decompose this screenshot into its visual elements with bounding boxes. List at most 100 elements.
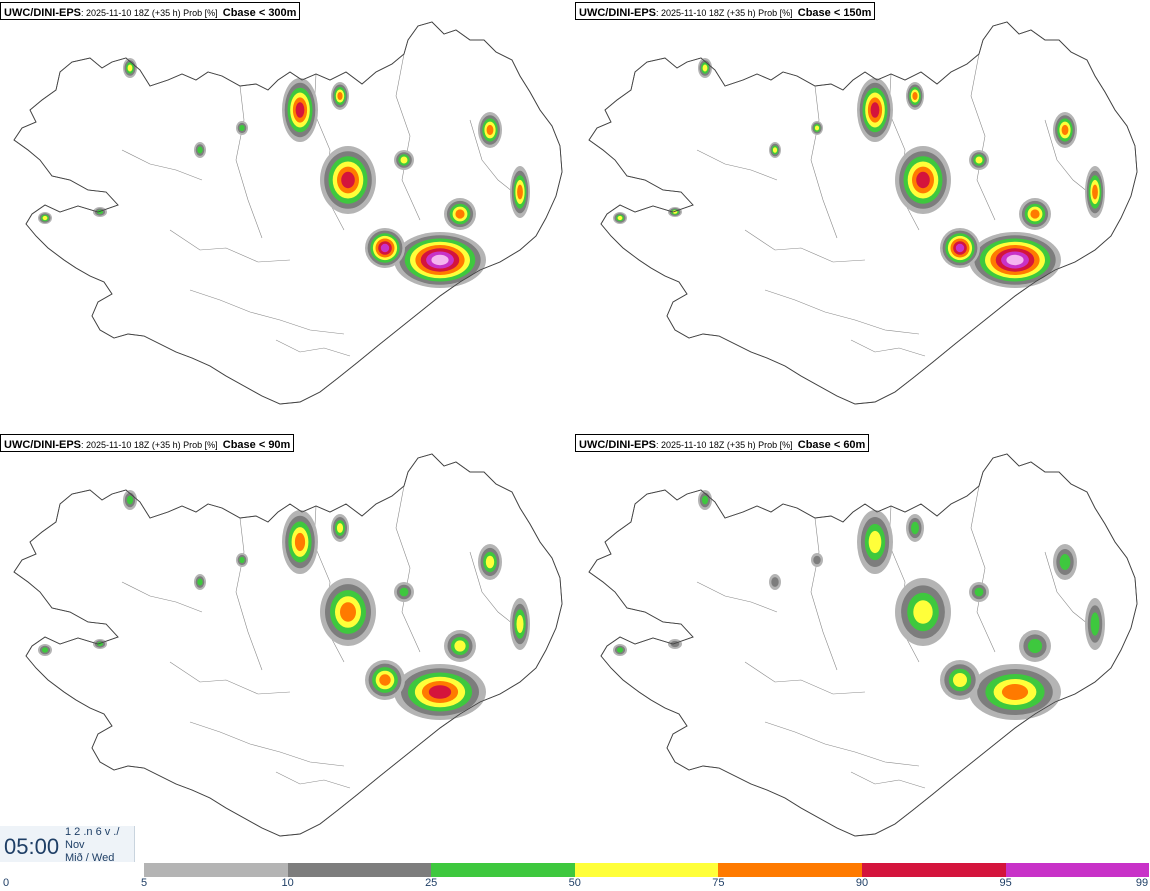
prob-contour-4 <box>485 555 495 569</box>
valid-weekday: Mið / Wed <box>65 852 115 864</box>
probability-area <box>969 150 989 170</box>
probability-area <box>1085 166 1105 218</box>
region-border <box>850 339 926 357</box>
variable-label: Cbase < 300m <box>222 7 297 19</box>
model-name: UWC/DINI-EPS <box>4 439 81 451</box>
region-border <box>744 229 866 263</box>
probability-area <box>769 574 781 590</box>
variable-label: Cbase < 90m <box>222 439 291 451</box>
prob-contour-8 <box>1006 254 1024 266</box>
prob-contour-5 <box>379 674 391 686</box>
map-panel-300m: UWC/DINI-EPS: 2025-11-10 18Z (+35 h) Pro… <box>0 0 575 432</box>
coastline-overlay <box>588 453 1138 837</box>
map-panel-150m: UWC/DINI-EPS: 2025-11-10 18Z (+35 h) Pro… <box>575 0 1150 432</box>
probability-area <box>93 207 107 217</box>
region-border <box>764 289 920 335</box>
probability-area <box>1019 630 1051 662</box>
valid-date-line: 1 2 .n 6 v ./ <box>65 826 120 838</box>
colorbar-tick: 5 <box>140 877 148 889</box>
probability-area <box>895 578 951 646</box>
region-border <box>189 289 345 335</box>
probability-area <box>698 490 712 510</box>
valid-time-box: 05:00 1 2 .n 6 v ./ Nov Mið / Wed <box>0 826 135 864</box>
prob-contour-5 <box>1092 184 1098 200</box>
region-border <box>275 339 351 357</box>
probability-area <box>857 78 893 142</box>
region-border <box>395 53 421 221</box>
probability-area <box>320 146 376 214</box>
prob-contour-3 <box>911 521 919 535</box>
prob-contour-4 <box>42 215 48 221</box>
prob-contour-3 <box>239 124 245 132</box>
probability-area <box>394 150 414 170</box>
prob-contour-3 <box>197 578 203 586</box>
prob-contour-7 <box>955 243 965 253</box>
region-border <box>1044 551 1094 629</box>
colorbar-swatch <box>287 863 432 877</box>
probability-area <box>394 232 486 288</box>
probability-area <box>940 660 980 700</box>
probability-area <box>811 121 823 135</box>
prob-contour-4 <box>702 64 708 72</box>
probability-area <box>478 544 502 580</box>
probability-area <box>93 639 107 649</box>
region-border <box>1044 119 1094 197</box>
prob-contour-5 <box>1001 684 1029 700</box>
prob-contour-8 <box>431 254 449 266</box>
probability-area <box>331 82 349 110</box>
prob-contour-6 <box>341 171 355 189</box>
coastline-overlay <box>13 453 563 837</box>
prob-contour-5 <box>455 209 465 219</box>
colorbar-swatch <box>718 863 862 877</box>
probability-area <box>38 212 52 224</box>
prob-contour-2 <box>771 577 779 587</box>
colorbar-swatch <box>1005 863 1150 877</box>
run-info: : 2025-11-10 18Z (+35 h) Prob [%] <box>656 440 793 450</box>
region-border <box>395 485 421 653</box>
prob-contour-5 <box>337 92 343 100</box>
prob-contour-6 <box>295 102 305 118</box>
prob-contour-4 <box>913 600 933 624</box>
probability-area <box>444 198 476 230</box>
map-panel-60m: UWC/DINI-EPS: 2025-11-10 18Z (+35 h) Pro… <box>575 432 1150 864</box>
probability-area <box>236 553 248 567</box>
iceland-map <box>588 453 1138 837</box>
probability-area <box>1053 112 1077 148</box>
prob-contour-3 <box>1027 638 1043 654</box>
prob-contour-3 <box>126 495 134 505</box>
probability-area <box>236 121 248 135</box>
panel-title: UWC/DINI-EPS: 2025-11-10 18Z (+35 h) Pro… <box>575 434 870 452</box>
probability-area <box>123 490 137 510</box>
region-border <box>810 517 838 671</box>
region-border <box>275 771 351 789</box>
probability-area <box>282 78 318 142</box>
probability-area <box>38 644 52 656</box>
probability-area <box>857 510 893 574</box>
prob-contour-5 <box>340 602 356 622</box>
colorbar-tick: 75 <box>712 877 725 889</box>
prob-contour-3 <box>239 556 245 564</box>
colorbar-tick: 50 <box>568 877 581 889</box>
colorbar-swatch <box>431 863 575 877</box>
colorbar-tick: 25 <box>425 877 438 889</box>
probability-area <box>320 578 376 646</box>
prob-contour-6 <box>870 102 880 118</box>
probability-colorbar: 0 5 10 25 50 75 90 95 99 <box>0 862 1150 891</box>
probability-area <box>906 514 924 542</box>
prob-contour-5 <box>517 184 523 200</box>
colorbar-tick: 10 <box>281 877 294 889</box>
colorbar-swatch <box>862 863 1006 877</box>
region-border <box>235 517 263 671</box>
colorbar-tick: 95 <box>999 877 1012 889</box>
variable-label: Cbase < 150m <box>797 7 872 19</box>
probability-area <box>668 207 682 217</box>
prob-contour-5 <box>1030 209 1040 219</box>
prob-contour-4 <box>127 64 133 72</box>
probability-area <box>969 582 989 602</box>
probability-area <box>1085 598 1105 650</box>
map-panel-90m: UWC/DINI-EPS: 2025-11-10 18Z (+35 h) Pro… <box>0 432 575 864</box>
colorbar-swatch <box>574 863 719 877</box>
region-border <box>189 721 345 767</box>
probability-area <box>698 58 712 78</box>
prob-contour-3 <box>399 587 409 597</box>
